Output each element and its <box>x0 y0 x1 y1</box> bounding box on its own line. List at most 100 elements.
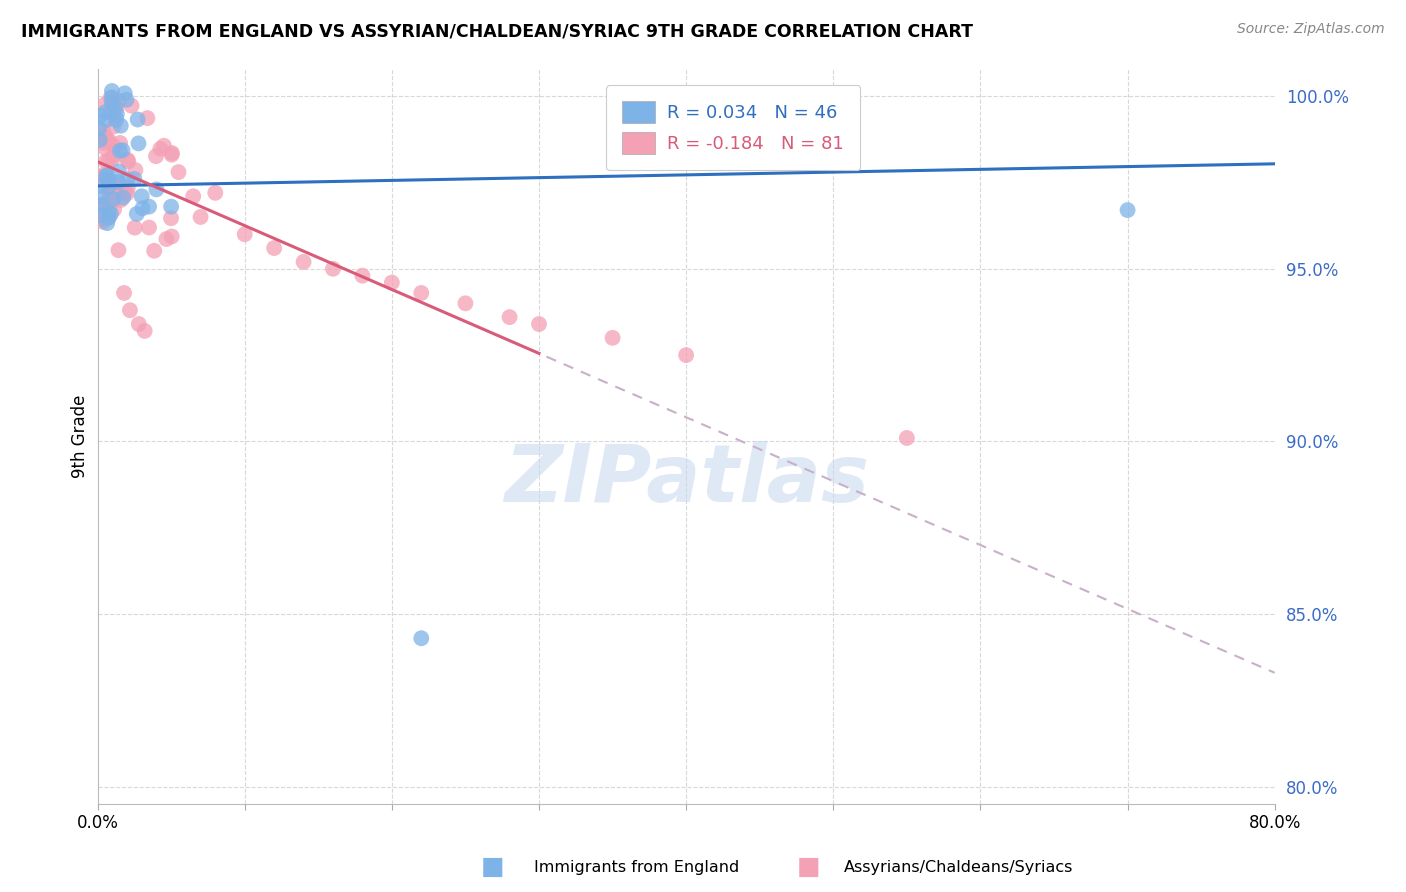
Point <box>96 194 118 209</box>
Point <box>124 220 146 235</box>
Point <box>143 244 166 258</box>
Point <box>97 173 120 187</box>
Point <box>114 87 136 101</box>
Point <box>263 241 285 255</box>
Point <box>100 91 122 105</box>
Point <box>381 276 404 290</box>
Point <box>117 181 139 195</box>
Point <box>454 296 477 310</box>
Point <box>411 632 433 646</box>
Point <box>167 165 190 179</box>
Point <box>117 154 139 169</box>
Point <box>90 212 112 227</box>
Text: Assyrians/Chaldeans/Syriacs: Assyrians/Chaldeans/Syriacs <box>844 860 1073 874</box>
Point <box>155 232 177 246</box>
Point <box>160 229 183 244</box>
Point <box>96 113 118 128</box>
Point <box>108 136 131 150</box>
Point <box>103 120 125 134</box>
Point <box>117 172 139 186</box>
Point <box>89 133 111 147</box>
Point <box>1116 203 1139 218</box>
Point <box>98 198 121 212</box>
Point <box>97 211 120 225</box>
Point <box>91 205 114 219</box>
Point <box>115 186 138 201</box>
Point <box>104 101 127 115</box>
Point <box>896 431 918 445</box>
Point <box>675 348 697 362</box>
Text: Immigrants from England: Immigrants from England <box>534 860 740 874</box>
Point <box>411 285 433 300</box>
Point <box>100 176 122 190</box>
Point <box>90 190 112 204</box>
Point <box>117 153 139 167</box>
Point <box>89 169 111 184</box>
Point <box>103 180 125 194</box>
Point <box>101 152 124 166</box>
Point <box>94 154 117 169</box>
Point <box>498 310 520 325</box>
Point <box>103 139 125 153</box>
Point <box>160 211 183 226</box>
Point <box>91 128 114 143</box>
Point <box>101 84 124 98</box>
Point <box>322 261 344 276</box>
Point <box>90 198 112 212</box>
Point <box>101 96 124 111</box>
Point <box>93 168 115 182</box>
Point <box>101 184 124 198</box>
Legend: R = 0.034   N = 46, R = -0.184   N = 81: R = 0.034 N = 46, R = -0.184 N = 81 <box>606 85 860 170</box>
Point <box>108 144 131 158</box>
Point <box>527 317 550 331</box>
Point <box>153 138 176 153</box>
Point <box>111 143 134 157</box>
Point <box>91 124 114 138</box>
Text: ■: ■ <box>797 855 820 879</box>
Point <box>107 243 129 257</box>
Point <box>112 190 135 204</box>
Point <box>190 210 212 224</box>
Point <box>93 130 115 145</box>
Text: Source: ZipAtlas.com: Source: ZipAtlas.com <box>1237 22 1385 37</box>
Point <box>602 331 624 345</box>
Point <box>114 185 136 199</box>
Point <box>124 163 146 178</box>
Point <box>90 211 112 226</box>
Point <box>149 142 172 156</box>
Point <box>97 153 120 168</box>
Point <box>87 121 110 136</box>
Point <box>90 109 112 123</box>
Point <box>352 268 374 283</box>
Point <box>160 146 183 161</box>
Point <box>97 173 120 187</box>
Point <box>128 317 150 331</box>
Point <box>110 178 132 193</box>
Point <box>97 211 120 225</box>
Point <box>87 208 110 222</box>
Point <box>108 94 131 108</box>
Point <box>160 147 183 161</box>
Point <box>115 93 138 107</box>
Point <box>101 90 124 104</box>
Point <box>125 207 148 221</box>
Point <box>121 99 143 113</box>
Point <box>96 216 118 230</box>
Point <box>181 189 204 203</box>
Point <box>105 112 128 127</box>
Point <box>96 131 118 145</box>
Point <box>134 324 156 338</box>
Point <box>110 119 132 133</box>
Point <box>104 110 127 124</box>
Point <box>103 192 125 206</box>
Point <box>138 220 160 235</box>
Point <box>93 136 115 150</box>
Point <box>96 169 118 183</box>
Point <box>127 112 149 127</box>
Point <box>107 175 129 189</box>
Point <box>94 105 117 120</box>
Text: ■: ■ <box>481 855 503 879</box>
Point <box>204 186 226 200</box>
Point <box>136 111 159 125</box>
Point <box>101 188 124 202</box>
